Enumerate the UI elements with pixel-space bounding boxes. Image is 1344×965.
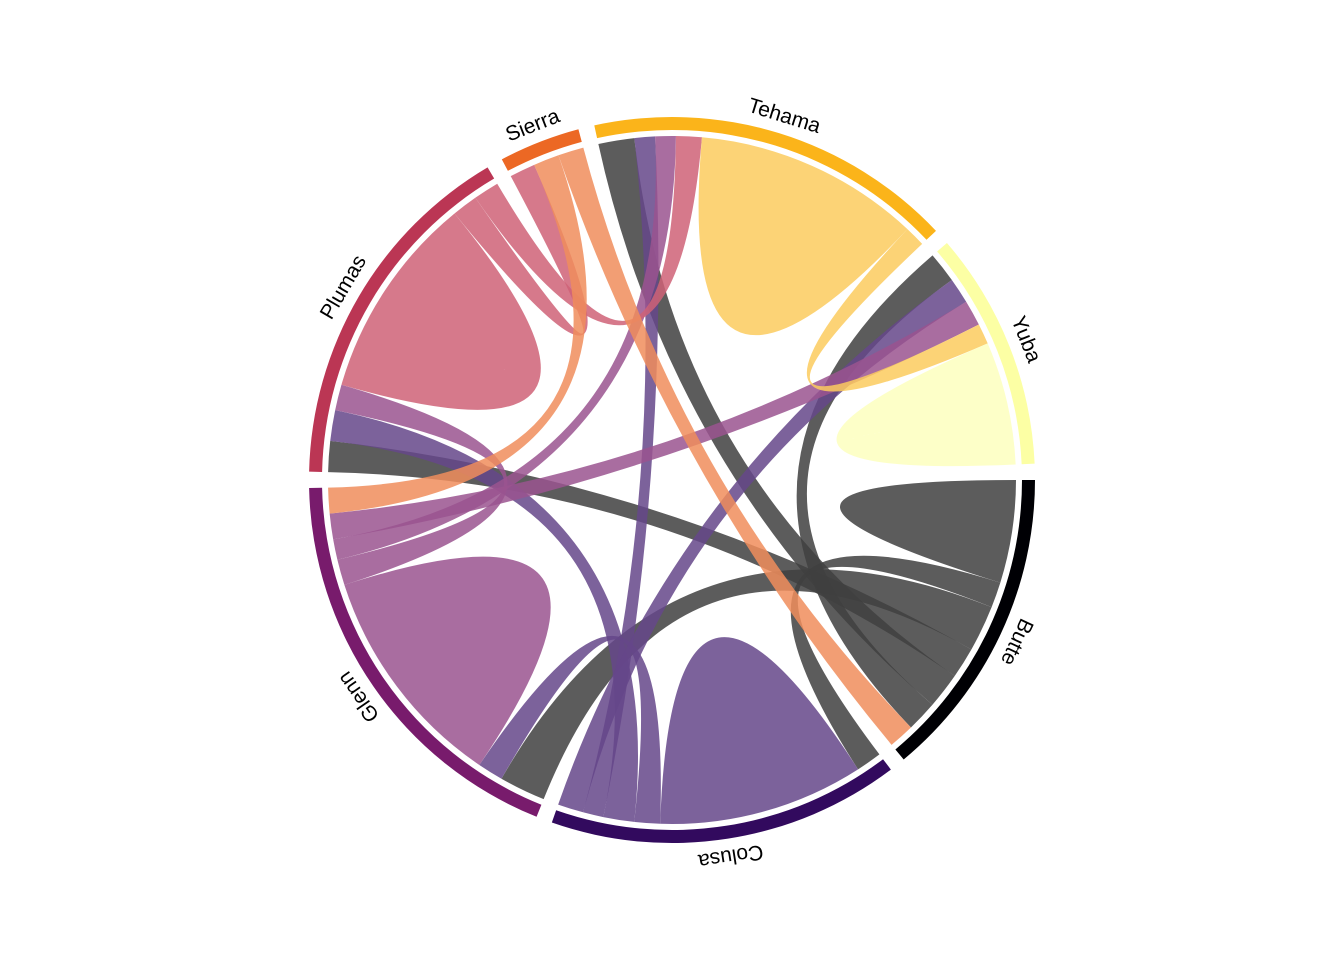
chord-tehama-to-yuba xyxy=(806,229,988,392)
sector-track-colusa xyxy=(551,759,891,844)
chords-layer xyxy=(328,135,1016,824)
chord-tehama-to-tehama xyxy=(698,137,908,336)
sector-track-glenn xyxy=(309,487,542,817)
chord-glenn-to-yuba xyxy=(329,301,979,540)
sector-track-sierra xyxy=(501,129,582,171)
chord-plumas-to-tehama xyxy=(475,136,702,326)
chord-butte-to-butte xyxy=(839,480,1016,583)
chord-colusa-to-colusa xyxy=(660,637,859,824)
chord-butte-to-glenn xyxy=(501,569,992,800)
chord-plumas-to-sierra xyxy=(454,164,588,336)
chord-glenn-to-glenn xyxy=(344,556,551,765)
chord-sierra-to-butte xyxy=(558,147,911,745)
sector-label-colusa: Colusa xyxy=(696,840,764,873)
chord-colusa-to-glenn xyxy=(479,635,661,824)
chord-butte-to-plumas xyxy=(328,440,972,676)
chord-sierra-to-glenn xyxy=(328,155,587,514)
chord-glenn-to-plumas xyxy=(335,384,508,585)
chord-butte-to-tehama xyxy=(598,138,955,705)
sector-track-tehama xyxy=(594,117,936,240)
sectors-layer xyxy=(309,117,1035,844)
chord-plumas-to-plumas xyxy=(341,213,541,410)
sector-track-yuba xyxy=(937,242,1035,465)
sector-track-butte xyxy=(895,480,1035,760)
chord-yuba-to-yuba xyxy=(836,343,1016,467)
chord-butte-to-colusa xyxy=(790,555,1001,770)
